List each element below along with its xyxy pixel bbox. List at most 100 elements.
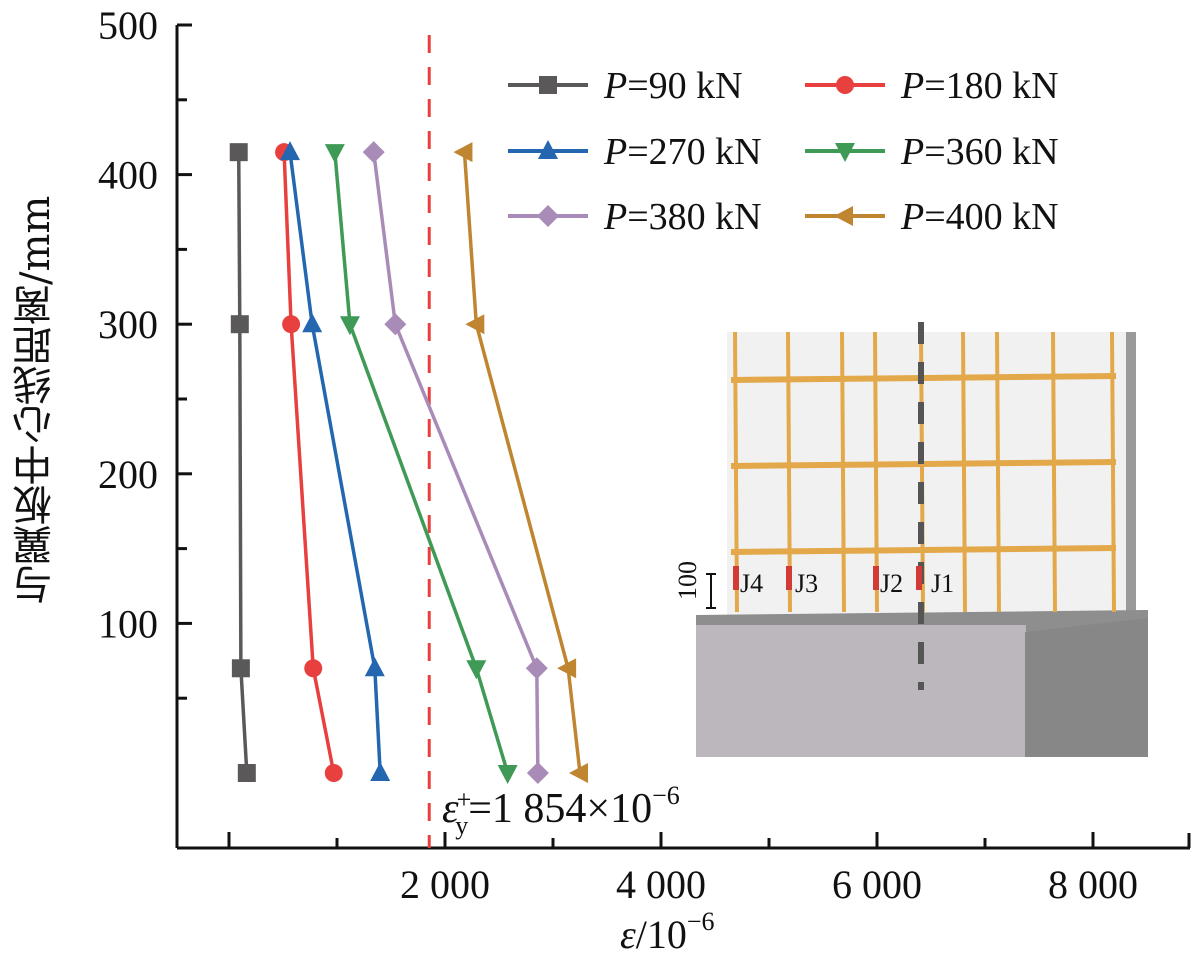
strain-gauge-marker bbox=[873, 566, 879, 590]
y-tick-label: 400 bbox=[98, 153, 158, 198]
inset-rebar-vertical bbox=[840, 331, 846, 613]
strain-gauge-marker bbox=[733, 566, 739, 590]
inset-rebar-horizontal bbox=[730, 545, 1117, 555]
marker-square bbox=[237, 764, 256, 782]
marker-triangle-left bbox=[453, 142, 473, 163]
strain-gauge-marker bbox=[916, 566, 922, 590]
marker-square bbox=[229, 143, 248, 162]
annot-sup: + bbox=[457, 785, 472, 814]
marker-circle bbox=[324, 764, 343, 782]
marker-triangle-down bbox=[339, 316, 360, 336]
series-400kN bbox=[453, 142, 588, 783]
marker-triangle-up bbox=[280, 141, 301, 161]
marker-diamond bbox=[362, 141, 385, 164]
marker-diamond bbox=[526, 762, 549, 784]
annot-epsilon: ε bbox=[442, 786, 459, 832]
marker-circle bbox=[304, 659, 323, 678]
legend-entry: P=270 kN bbox=[508, 131, 762, 173]
inset-dimension-label: 100 bbox=[673, 561, 702, 600]
inset-dimension-marker: 100 bbox=[673, 561, 716, 609]
inset-wall-edge bbox=[1126, 332, 1136, 617]
annot-value: =1 854×10 bbox=[468, 786, 652, 832]
marker-triangle-up bbox=[364, 657, 385, 677]
marker-circle bbox=[836, 76, 854, 94]
marker-triangle-left bbox=[465, 314, 485, 335]
legend-label: P=270 kN bbox=[603, 131, 762, 173]
legend-label-p: P bbox=[900, 65, 924, 107]
strain-gauge-label: J3 bbox=[795, 569, 818, 598]
legend-entry: P=180 kN bbox=[805, 65, 1059, 107]
legend-label-rest: =360 kN bbox=[924, 131, 1058, 173]
strain-gauge-marker bbox=[786, 566, 792, 590]
inset-strain-gauges: J4 J3 J2 J1 bbox=[733, 566, 954, 598]
x-tick-label: 8 000 bbox=[1048, 862, 1138, 907]
series-380kN bbox=[362, 141, 549, 784]
legend-label-rest: =380 kN bbox=[627, 196, 761, 238]
annot-exp: −6 bbox=[652, 781, 680, 810]
series-line bbox=[462, 152, 582, 774]
series-line bbox=[333, 152, 510, 774]
marker-circle bbox=[282, 315, 301, 334]
legend-label-p: P bbox=[603, 65, 627, 107]
legend-label-p: P bbox=[900, 196, 924, 238]
inset-rebar-vertical bbox=[961, 331, 967, 613]
x-axis-title: ε/10−6 bbox=[620, 907, 715, 957]
marker-triangle-up bbox=[370, 762, 391, 781]
y-tick-label: 500 bbox=[98, 3, 158, 48]
series-line bbox=[282, 152, 336, 774]
x-tick-label: 6 000 bbox=[832, 862, 922, 907]
legend-entry: P=380 kN bbox=[508, 196, 762, 238]
marker-triangle-up bbox=[302, 313, 323, 333]
marker-square bbox=[539, 76, 557, 94]
series-90kN bbox=[229, 143, 256, 782]
legend-entry: P=400 kN bbox=[805, 196, 1059, 238]
yield-strain-annotation: ε+ y=1 854×10−6 bbox=[442, 781, 680, 840]
inset-rebar-grid bbox=[730, 331, 1117, 613]
series-270kN bbox=[280, 141, 391, 781]
legend-label: P=400 kN bbox=[900, 196, 1059, 238]
marker-diamond bbox=[537, 205, 559, 227]
marker-triangle-left bbox=[569, 763, 588, 783]
marker-triangle-down bbox=[835, 143, 855, 162]
strain-gauge-label: J2 bbox=[880, 569, 903, 598]
inset-base-front bbox=[696, 625, 1026, 757]
inset-rebar-vertical bbox=[995, 331, 1001, 613]
inset-illustration: J4 J3 J2 J1 100 bbox=[673, 322, 1148, 757]
series-360kN bbox=[324, 144, 518, 784]
legend-label-rest: =400 kN bbox=[924, 196, 1058, 238]
legend-label-rest: =90 kN bbox=[627, 65, 742, 107]
x-tick-label: 2 000 bbox=[400, 862, 490, 907]
inset-base-side bbox=[1025, 618, 1148, 757]
y-tick-label: 300 bbox=[98, 302, 158, 347]
annot-sub: y bbox=[455, 811, 468, 840]
strain-gauge-label: J1 bbox=[931, 569, 954, 598]
legend-label: P=180 kN bbox=[900, 65, 1059, 107]
legend-label: P=380 kN bbox=[603, 196, 762, 238]
series-line bbox=[371, 151, 540, 774]
legend-label: P=90 kN bbox=[603, 65, 743, 107]
legend-entry: P=90 kN bbox=[508, 65, 743, 107]
marker-triangle-down bbox=[497, 765, 518, 784]
legend: P=90 kN P=180 kNP=270 kN P=360 kNP=380 kN P… bbox=[508, 65, 1059, 238]
marker-square bbox=[231, 659, 250, 678]
axes: 100 200 300 400 500 2 000 4 000 6 000 8 000 bbox=[98, 3, 1191, 907]
marker-diamond bbox=[525, 657, 548, 680]
series-line bbox=[236, 152, 249, 774]
marker-triangle-down bbox=[324, 144, 345, 164]
legend-entry: P=360 kN bbox=[805, 131, 1059, 173]
marker-triangle-left bbox=[834, 206, 853, 226]
x-tick-label: 4 000 bbox=[616, 862, 706, 907]
marker-diamond bbox=[384, 313, 407, 336]
marker-triangle-up bbox=[538, 140, 558, 159]
legend-label-rest: =180 kN bbox=[924, 65, 1058, 107]
strain-gauge-label: J4 bbox=[740, 569, 763, 598]
legend-label-p: P bbox=[603, 131, 627, 173]
marker-triangle-down bbox=[466, 660, 487, 680]
legend-label-p: P bbox=[603, 196, 627, 238]
y-tick-label: 200 bbox=[98, 452, 158, 497]
marker-triangle-left bbox=[557, 658, 577, 679]
legend-label: P=360 kN bbox=[900, 131, 1059, 173]
legend-label-rest: =270 kN bbox=[627, 131, 761, 173]
y-tick-label: 100 bbox=[98, 601, 158, 646]
